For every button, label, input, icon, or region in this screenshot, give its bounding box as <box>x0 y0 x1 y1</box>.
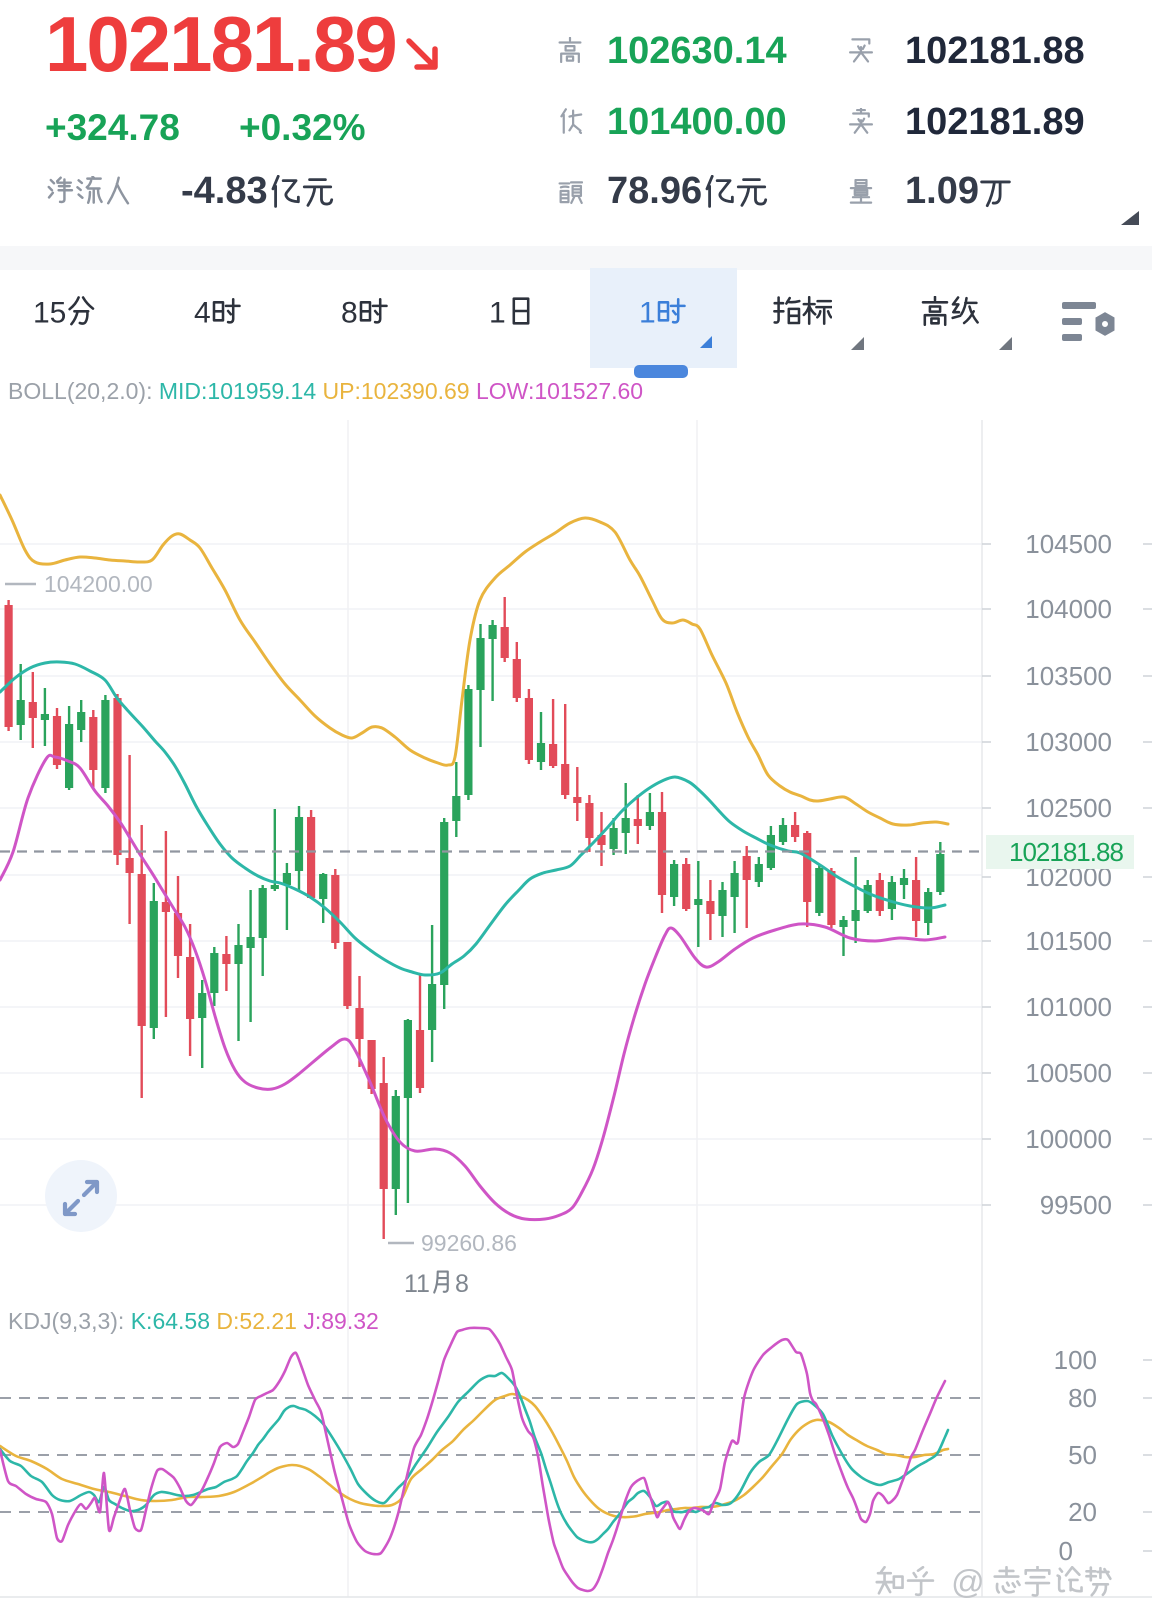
svg-text:20: 20 <box>1068 1497 1097 1527</box>
svg-text:104000: 104000 <box>1025 594 1112 624</box>
svg-text:104200.00: 104200.00 <box>44 571 153 597</box>
svg-text:101500: 101500 <box>1025 926 1112 956</box>
svg-text:101000: 101000 <box>1025 992 1112 1022</box>
svg-text:102500: 102500 <box>1025 793 1112 823</box>
svg-text:100: 100 <box>1054 1345 1097 1375</box>
svg-text:99500: 99500 <box>1040 1190 1112 1220</box>
svg-text:50: 50 <box>1068 1440 1097 1470</box>
svg-text:100500: 100500 <box>1025 1058 1112 1088</box>
svg-text:103500: 103500 <box>1025 661 1112 691</box>
svg-text:102181.88: 102181.88 <box>1009 837 1123 867</box>
svg-text:0: 0 <box>1059 1536 1073 1566</box>
svg-text:100000: 100000 <box>1025 1124 1112 1154</box>
svg-text:104500: 104500 <box>1025 529 1112 559</box>
svg-text:99260.86: 99260.86 <box>421 1230 517 1256</box>
svg-text:103000: 103000 <box>1025 727 1112 757</box>
svg-text:80: 80 <box>1068 1383 1097 1413</box>
